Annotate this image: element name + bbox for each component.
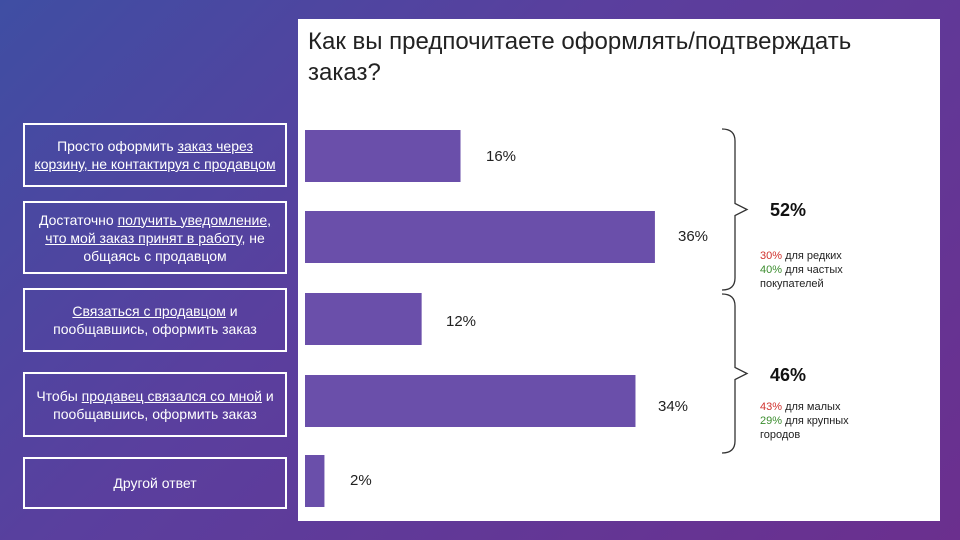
bar [305,375,636,427]
group-note-text: для крупных [782,415,849,427]
group-note-text: для малых [782,401,841,413]
group-total-label: 52% [770,200,806,220]
category-label-text: Достаточно получить уведомление, что мой… [33,211,277,265]
category-label-1: Просто оформить заказ через корзину, не … [23,123,287,187]
label-text: и пообщавшись, оформить заказ [53,387,274,422]
label-text: Просто оформить [57,138,178,154]
group-brace [721,293,749,454]
chart-title: Как вы предпочитаете оформлять/подтвержд… [308,28,852,86]
category-label-text: Связаться с продавцом и пообщавшись, офо… [33,302,277,338]
group-note: покупателей [760,278,824,290]
category-label-3: Связаться с продавцом и пообщавшись, офо… [23,288,287,352]
underlined-text: Связаться с продавцом [72,303,226,319]
category-label-4: Чтобы продавец связался со мной и пообща… [23,372,287,437]
category-label-text: Чтобы продавец связался со мной и пообща… [33,387,277,423]
bar [305,211,655,263]
label-text: и пообщавшись, оформить заказ [53,303,257,337]
group-note: 29% для крупных [760,415,849,427]
group-note-text: для редких [782,250,842,262]
group-note-text: для частых [782,264,843,276]
group-note: городов [760,429,800,441]
bar [305,130,461,182]
group-note-text: покупателей [760,278,824,290]
category-label-5: Другой ответ [23,457,287,509]
group-note-text: городов [760,429,800,441]
group-note-value: 40% [760,264,782,276]
data-label: 12% [446,313,476,330]
underlined-text: продавец связался со мной [81,387,262,404]
group-note-value: 30% [760,250,782,262]
group-total-label: 46% [770,365,806,385]
underlined-text: получить уведомление, что мой заказ прин… [45,211,272,246]
underlined-text: заказ через корзину, не контактируя с пр… [34,138,276,172]
data-label: 34% [658,398,688,415]
group-note-value: 29% [760,415,782,427]
group-brace [721,128,749,291]
group-note: 30% для редких [760,250,842,262]
chart-panel [298,19,940,521]
label-text: Достаточно [38,211,118,228]
data-label: 36% [678,228,708,245]
bar [305,455,325,507]
category-label-text: Другой ответ [113,474,196,492]
group-note: 43% для малых [760,401,841,413]
group-note: 40% для частых [760,264,843,276]
data-label: 2% [350,472,372,489]
category-label-text: Просто оформить заказ через корзину, не … [33,137,277,173]
label-text: Другой ответ [113,475,197,491]
label-text: Чтобы [36,387,82,404]
data-label: 16% [486,148,516,165]
group-note-value: 43% [760,401,782,413]
bar [305,293,422,345]
label-text: , не общаясь с продавцом [83,229,265,264]
category-label-2: Достаточно получить уведомление, что мой… [23,201,287,274]
